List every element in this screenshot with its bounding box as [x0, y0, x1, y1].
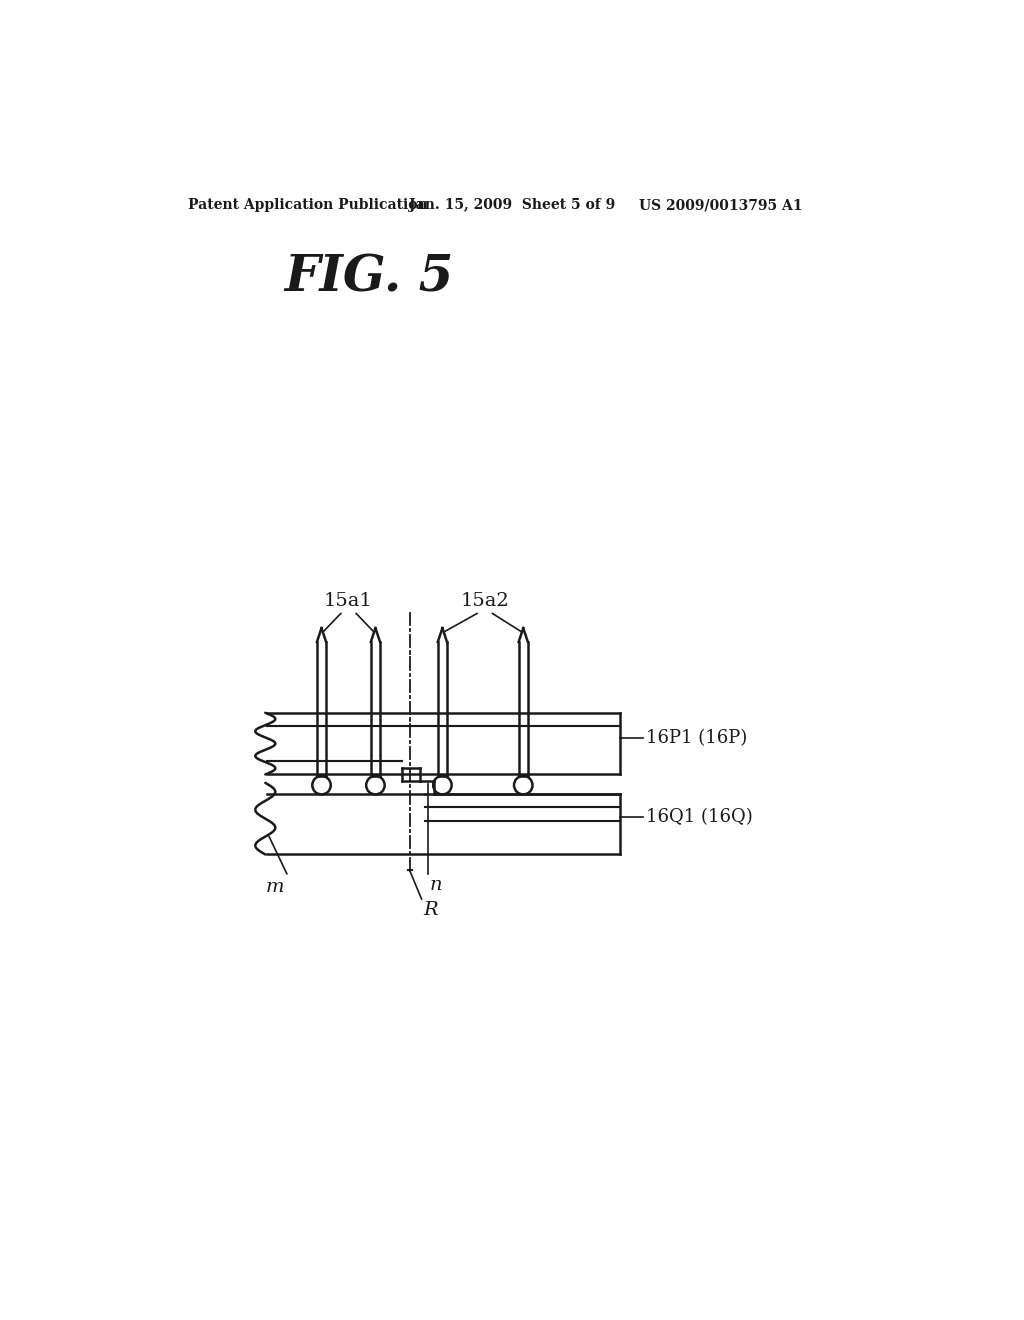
Text: Patent Application Publication: Patent Application Publication: [188, 198, 428, 213]
Text: 16P1 (16P): 16P1 (16P): [646, 729, 748, 747]
Text: FIG. 5: FIG. 5: [285, 253, 454, 302]
Text: US 2009/0013795 A1: US 2009/0013795 A1: [639, 198, 802, 213]
Text: Jan. 15, 2009  Sheet 5 of 9: Jan. 15, 2009 Sheet 5 of 9: [410, 198, 615, 213]
Text: 15a1: 15a1: [324, 591, 373, 610]
Text: n: n: [429, 876, 441, 894]
Text: m: m: [266, 878, 285, 896]
Text: R: R: [423, 902, 438, 920]
Text: 16Q1 (16Q): 16Q1 (16Q): [646, 808, 754, 826]
Text: 15a2: 15a2: [461, 591, 509, 610]
